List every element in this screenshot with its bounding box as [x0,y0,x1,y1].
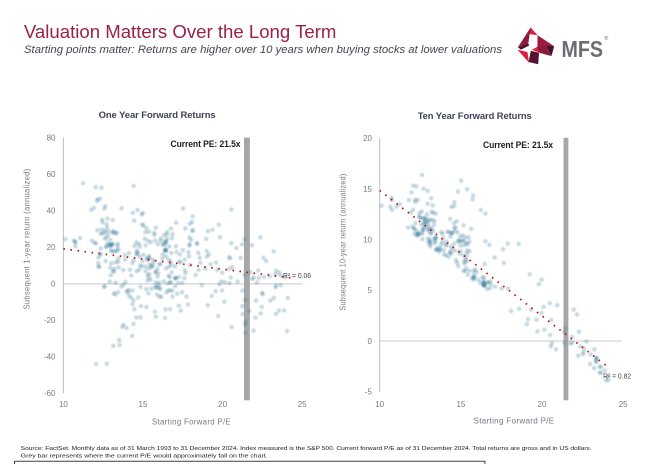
svg-text:10: 10 [375,400,384,409]
svg-text:60: 60 [47,170,56,179]
svg-text:One Year Forward Returns: One Year Forward Returns [99,110,216,121]
svg-text:10: 10 [59,400,68,409]
svg-text:5: 5 [368,286,373,295]
svg-text:25: 25 [298,400,307,409]
svg-text:-5: -5 [365,388,373,397]
svg-text:40: 40 [47,207,56,216]
svg-text:®: ® [604,35,608,42]
svg-text:15: 15 [139,400,148,409]
svg-text:-40: -40 [44,353,56,362]
svg-text:R² = 0.82: R² = 0.82 [603,371,631,380]
svg-text:20: 20 [47,243,56,252]
svg-text:Current PE: 21.5x: Current PE: 21.5x [483,140,554,150]
svg-text:25: 25 [619,400,628,409]
svg-text:Valuation Matters Over the Lon: Valuation Matters Over the Long Term [24,22,337,42]
svg-text:10: 10 [363,236,372,245]
svg-text:0: 0 [368,337,373,346]
svg-text:0: 0 [51,280,56,289]
svg-text:15: 15 [363,185,372,194]
svg-text:Starting Forward P/E: Starting Forward P/E [474,417,555,426]
svg-text:20: 20 [363,134,372,143]
svg-text:20: 20 [218,400,227,409]
svg-text:Grey bar represents where the: Grey bar represents where the current P/… [21,454,269,460]
svg-text:Starting Forward P/E: Starting Forward P/E [152,418,231,427]
svg-text:80: 80 [47,134,56,143]
svg-text:15: 15 [456,400,465,409]
svg-text:R² = 0.06: R² = 0.06 [283,271,311,280]
svg-text:Current PE: 21.5x: Current PE: 21.5x [171,139,242,149]
svg-text:-20: -20 [44,316,56,325]
svg-text:20: 20 [538,400,547,409]
svg-text:MFS: MFS [562,36,604,62]
svg-text:Starting points matter: Return: Starting points matter: Returns are high… [24,44,503,56]
svg-text:Source: FactSet. Monthly data: Source: FactSet. Monthly data as of 31 M… [21,446,593,452]
svg-text:Ten Year Forward Returns: Ten Year Forward Returns [418,111,532,122]
svg-text:Subsequent 10-year return (ann: Subsequent 10-year return (annualized) [339,173,348,310]
svg-text:-60: -60 [44,389,56,398]
svg-text:Subsequent 1-year return (annu: Subsequent 1-year return (annualized) [23,168,32,309]
